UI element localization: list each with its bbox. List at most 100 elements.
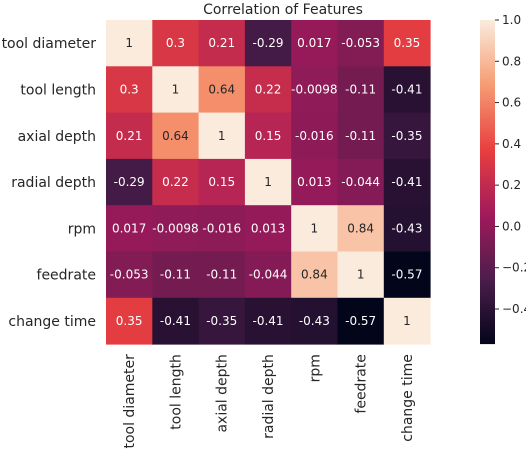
cell-value-label: -0.41 (391, 175, 422, 189)
cell-value-label: -0.0098 (291, 82, 337, 96)
heatmap-cell (383, 66, 431, 114)
heatmap-cell (337, 66, 385, 114)
cell-value-label: -0.29 (114, 175, 145, 189)
heatmap-cell (337, 251, 385, 299)
colorbar-tick-label: 0.2 (502, 178, 521, 192)
cell-value-label: -0.11 (206, 268, 237, 282)
heatmap-cell (106, 297, 153, 345)
y-tick-label: tool diameter (2, 36, 97, 52)
cell-value-label: 0.3 (120, 82, 139, 96)
heatmap-cell (152, 251, 200, 299)
cell-value-label: -0.43 (299, 314, 330, 328)
cell-value-label: 0.013 (297, 175, 331, 189)
cell-value-label: -0.11 (160, 268, 191, 282)
heatmap-cell (337, 158, 385, 206)
cell-value-label: 1 (264, 175, 272, 189)
heatmap-cell (291, 66, 338, 114)
cell-value-label: 1 (357, 268, 365, 282)
heatmap-cell (383, 20, 431, 67)
cell-value-label: 1 (172, 82, 180, 96)
heatmap-cell (198, 112, 246, 160)
heatmap-cell (337, 20, 385, 67)
cell-value-label: 0.84 (301, 268, 328, 282)
cell-value-label: -0.016 (202, 221, 241, 235)
x-tick-label: radial depth (261, 354, 277, 439)
heatmap-cell (291, 297, 338, 345)
cell-value-label: -0.044 (341, 175, 380, 189)
cell-value-label: -0.35 (206, 314, 237, 328)
y-tick-label: rpm (68, 221, 96, 237)
chart-title: Correlation of Features (203, 2, 363, 18)
heatmap-cell (152, 158, 200, 206)
colorbar-tick-label: 1.0 (502, 13, 521, 27)
heatmap-cell (383, 297, 431, 345)
heatmap-cell (198, 20, 246, 67)
x-tick-label: axial depth (215, 354, 231, 432)
colorbar-tick-label: 0.0 (502, 219, 521, 233)
cell-value-label: 0.35 (394, 36, 421, 50)
cell-value-label: -0.11 (345, 129, 376, 143)
x-tick-label: tool length (168, 354, 184, 430)
cell-value-label: -0.41 (253, 314, 284, 328)
cell-value-label: 0.15 (255, 129, 282, 143)
colorbar-tick-label: 0.6 (502, 96, 521, 110)
cell-value-label: 1 (218, 129, 226, 143)
cell-value-label: 0.15 (208, 175, 235, 189)
heatmap-cell (198, 297, 246, 345)
heatmap-cell (244, 297, 292, 345)
x-tick-label: tool diameter (122, 354, 138, 449)
heatmap-cell (383, 251, 431, 299)
colorbar-gradient (480, 20, 495, 345)
x-tick-label: rpm (307, 354, 323, 382)
cell-value-label: 1 (311, 221, 319, 235)
cell-value-label: 0.017 (112, 221, 146, 235)
y-tick-label: feedrate (37, 268, 96, 284)
heatmap-cell (106, 158, 153, 206)
colorbar: 1.0 0.8 0.6 0.4 0.2 0.0 −0.2 −0.4 (480, 13, 526, 345)
cell-value-label: 0.84 (347, 221, 374, 235)
heatmap-cell (244, 251, 292, 299)
cell-value-label: 1 (125, 36, 133, 50)
heatmap-cell (244, 66, 292, 114)
heatmap-cell (383, 112, 431, 160)
colorbar-tick-label: −0.2 (502, 261, 526, 275)
heatmap-cell (244, 112, 292, 160)
colorbar-tick-label: −0.4 (502, 302, 526, 316)
heatmap-cell (106, 251, 153, 299)
heatmap-cell (244, 205, 292, 252)
heatmap-cell (337, 297, 385, 345)
heatmap-cell (152, 112, 200, 160)
heatmap-cell (244, 158, 292, 206)
cell-value-label: 0.64 (162, 129, 189, 143)
cell-value-label: -0.57 (345, 314, 376, 328)
x-tick-label: change time (400, 354, 416, 442)
heatmap-cell (198, 251, 246, 299)
cell-value-label: -0.41 (391, 82, 422, 96)
cell-value-label: 0.21 (116, 129, 143, 143)
cell-value-label: 0.22 (255, 82, 282, 96)
y-tick-label: radial depth (11, 175, 96, 191)
cell-value-label: -0.053 (341, 36, 380, 50)
heatmap-cell (383, 158, 431, 206)
cell-value-label: 0.21 (208, 36, 235, 50)
heatmap-cell (198, 158, 246, 206)
colorbar-tick-label: 0.8 (502, 54, 521, 68)
y-tick-label: tool length (20, 82, 96, 98)
heatmap-cell (383, 205, 431, 252)
cell-value-label: -0.11 (345, 82, 376, 96)
heatmap-cell (152, 20, 200, 67)
cell-value-label: -0.053 (110, 268, 149, 282)
heatmap-cell (152, 205, 200, 252)
cell-value-label: -0.29 (253, 36, 284, 50)
colorbar-tick-label: 0.4 (502, 137, 521, 151)
heatmap-cells: 1 0.3 0.21 -0.29 0.017 -0.053 0.35 0.3 1 0.64 0.22… (106, 20, 431, 345)
heatmap-cell (291, 20, 338, 67)
cell-value-label: 0.017 (297, 36, 331, 50)
heatmap-cell (291, 112, 338, 160)
heatmap-cell (152, 66, 200, 114)
heatmap-cell (152, 297, 200, 345)
heatmap-cell (337, 205, 385, 252)
y-tick-label: change time (8, 314, 96, 330)
cell-value-label: 1 (403, 314, 411, 328)
